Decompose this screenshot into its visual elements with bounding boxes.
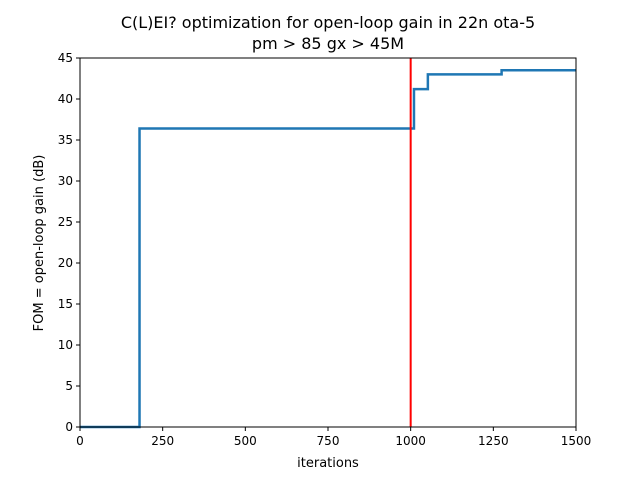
y-tick-label: 15 (58, 297, 73, 311)
y-tick-label: 30 (58, 174, 73, 188)
y-tick-label: 5 (65, 379, 73, 393)
y-tick-label: 45 (58, 51, 73, 65)
y-tick-label: 0 (65, 420, 73, 434)
y-tick-label: 20 (58, 256, 73, 270)
x-tick-label: 1000 (395, 434, 426, 448)
plot-area (79, 57, 577, 429)
x-tick-label: 250 (151, 434, 174, 448)
x-tick-label: 0 (76, 434, 84, 448)
x-tick-label: 750 (317, 434, 340, 448)
x-tick-label: 1250 (478, 434, 509, 448)
y-tick-label: 40 (58, 92, 73, 106)
x-axis-label: iterations (297, 456, 359, 471)
x-tick-label: 500 (234, 434, 257, 448)
axes-frame (79, 57, 577, 428)
chart-title: C(L)EI? optimization for open-loop gain … (121, 13, 535, 32)
tick-labels: 0 250 500 750 1000 1250 1500 0 5 10 15 20 25 30 35 40 45 (58, 51, 592, 448)
y-axis-label: FOM = open-loop gain (dB) (32, 155, 47, 332)
y-tick-label: 25 (58, 215, 73, 229)
y-tick-label: 35 (58, 133, 73, 147)
y-tick-label: 10 (58, 338, 73, 352)
x-tick-label: 1500 (561, 434, 592, 448)
series-line-0 (80, 69, 576, 429)
chart-subtitle: pm > 85 gx > 45M (252, 34, 404, 53)
